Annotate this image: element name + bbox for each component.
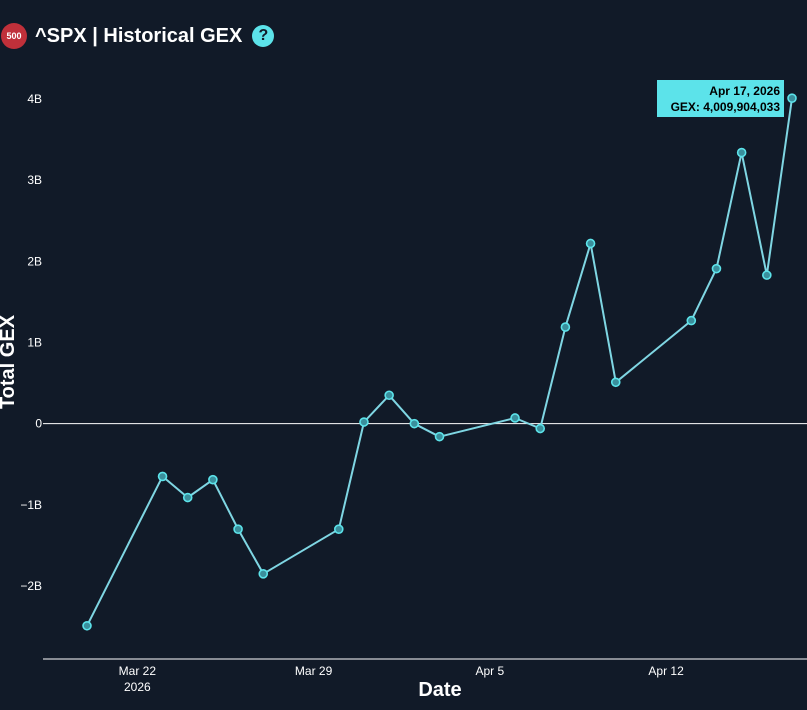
hover-tooltip: Apr 17, 2026 GEX: 4,009,904,033: [657, 80, 784, 117]
x-axis-title: Date: [418, 679, 461, 701]
data-point[interactable]: [787, 93, 797, 103]
data-point[interactable]: [82, 620, 92, 631]
y-axis-title: Total GEX: [0, 314, 19, 409]
data-point[interactable]: [208, 474, 218, 485]
data-point[interactable]: [585, 238, 596, 249]
data-markers[interactable]: [82, 93, 797, 631]
chart-header: 500 ^SPX | Historical GEX ?: [0, 16, 275, 56]
y-tick-label: 2B: [27, 254, 42, 268]
y-tick-label: −2B: [20, 579, 42, 593]
data-point[interactable]: [434, 431, 445, 442]
x-tick-label: Mar 22: [119, 664, 157, 678]
series-line: [86, 98, 793, 627]
data-point[interactable]: [333, 524, 344, 534]
data-point[interactable]: [409, 418, 420, 429]
tooltip-value: GEX: 4,009,904,033: [671, 100, 781, 114]
x-tick-label: Apr 5: [476, 664, 505, 678]
x-tick-label: Mar 29: [295, 664, 333, 678]
data-point[interactable]: [762, 270, 772, 280]
data-point[interactable]: [535, 423, 546, 434]
chart-title: ^SPX | Historical GEX: [35, 24, 243, 47]
data-point[interactable]: [610, 377, 621, 388]
data-point[interactable]: [686, 315, 697, 326]
data-point[interactable]: [359, 417, 369, 427]
y-tick-label: −1B: [20, 498, 42, 512]
data-point[interactable]: [560, 322, 571, 332]
y-axis-ticks: 4B 3B 2B 1B 0 −1B −2B: [20, 92, 42, 593]
help-icon[interactable]: ?: [252, 25, 275, 47]
x-tick-label: Apr 12: [648, 664, 684, 678]
data-point[interactable]: [384, 390, 394, 401]
data-point[interactable]: [258, 569, 269, 579]
y-tick-label: 4B: [27, 92, 42, 106]
y-tick-label: 3B: [27, 173, 42, 187]
data-point[interactable]: [233, 524, 243, 534]
tooltip-box: [657, 80, 784, 117]
data-point[interactable]: [711, 263, 722, 274]
data-point[interactable]: [182, 492, 193, 503]
data-point[interactable]: [510, 413, 520, 423]
y-tick-label: 0: [35, 417, 42, 431]
x-axis-ticks: Mar 22 2026 Mar 29 Apr 5 Apr 12: [119, 664, 684, 694]
tooltip-date: Apr 17, 2026: [709, 84, 780, 98]
x-tick-year-label: 2026: [124, 680, 151, 694]
data-point[interactable]: [157, 471, 168, 482]
y-tick-label: 1B: [27, 336, 42, 350]
data-point[interactable]: [736, 147, 747, 158]
spx-500-badge: 500: [1, 23, 27, 49]
